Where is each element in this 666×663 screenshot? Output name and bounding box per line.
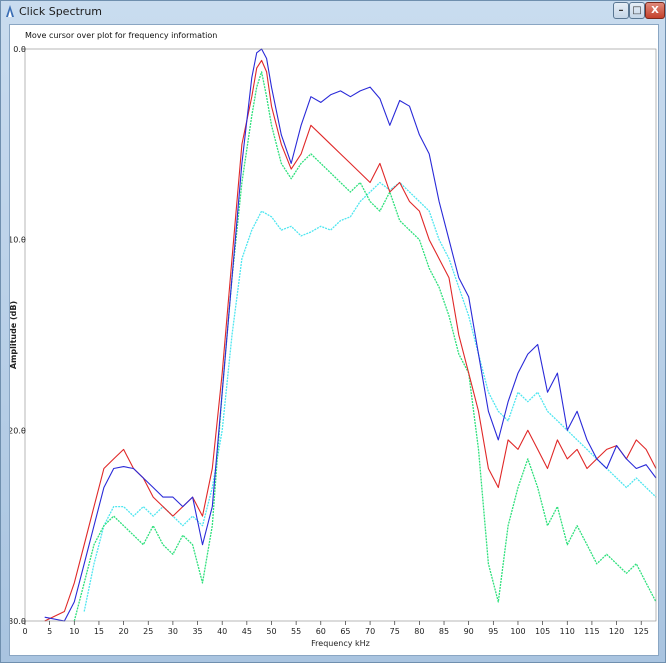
x-tick-label: 15 <box>94 627 104 636</box>
x-tick-label: 20 <box>119 627 129 636</box>
x-tick-label: 70 <box>365 627 375 636</box>
minimize-button[interactable]: – <box>613 2 629 19</box>
window-title: Click Spectrum <box>19 5 103 18</box>
maximize-icon: □ <box>632 5 642 16</box>
close-icon: X <box>651 5 659 16</box>
x-tick-label: 30 <box>168 627 178 636</box>
x-tick-label: 0 <box>22 627 27 636</box>
series-line-green <box>73 71 657 622</box>
minimize-icon: – <box>618 5 624 16</box>
x-tick-label: 90 <box>464 627 474 636</box>
x-tick-label: 85 <box>439 627 449 636</box>
y-tick-label: -20.0 <box>10 426 26 435</box>
x-tick-label: 100 <box>510 627 525 636</box>
x-axis-label: Frequency kHz <box>311 639 370 648</box>
series-line-blue <box>44 48 657 622</box>
x-tick-label: 75 <box>390 627 400 636</box>
x-tick-label: 120 <box>609 627 624 636</box>
close-button[interactable]: X <box>645 2 665 19</box>
x-tick-label: 10 <box>69 627 79 636</box>
series-layer <box>44 48 657 622</box>
cursor-hint: Move cursor over plot for frequency info… <box>25 31 218 40</box>
series-line-cyan <box>83 181 657 612</box>
x-tick-label: 115 <box>584 627 599 636</box>
x-tick-label: 60 <box>316 627 326 636</box>
title-bar[interactable]: Click Spectrum – □ X <box>1 1 665 23</box>
x-tick-label: 105 <box>535 627 550 636</box>
maximize-button[interactable]: □ <box>629 2 645 19</box>
y-tick-label: -30.0 <box>10 617 26 626</box>
x-tick-label: 95 <box>488 627 498 636</box>
x-tick-label: 110 <box>560 627 575 636</box>
plot-frame <box>24 48 657 622</box>
x-tick-label: 50 <box>266 627 276 636</box>
x-tick-label: 25 <box>143 627 153 636</box>
x-tick-label: 125 <box>634 627 649 636</box>
x-tick-label: 80 <box>414 627 424 636</box>
x-tick-label: 5 <box>47 627 52 636</box>
x-tick-label: 40 <box>217 627 227 636</box>
app-logo-icon <box>6 5 14 17</box>
axes: 0 5 10 15 20 25 30 35 40 45 50 55 60 65 70 75 80 85 90 95 10… <box>10 45 657 636</box>
x-tick-label: 65 <box>340 627 350 636</box>
x-tick-label: 55 <box>291 627 301 636</box>
x-tick-label: 35 <box>192 627 202 636</box>
x-tick-label: 45 <box>242 627 252 636</box>
spectrum-chart[interactable]: 0 5 10 15 20 25 30 35 40 45 50 55 60 65 70 75 80 85 90 95 10… <box>10 25 658 655</box>
y-tick-label: -10.0 <box>10 236 26 245</box>
y-axis-label: Amplitude (dB) <box>10 301 18 369</box>
y-tick-label: 0.0 <box>13 45 26 54</box>
series-line-red <box>44 59 657 622</box>
plot-panel[interactable]: Move cursor over plot for frequency info… <box>9 24 659 656</box>
